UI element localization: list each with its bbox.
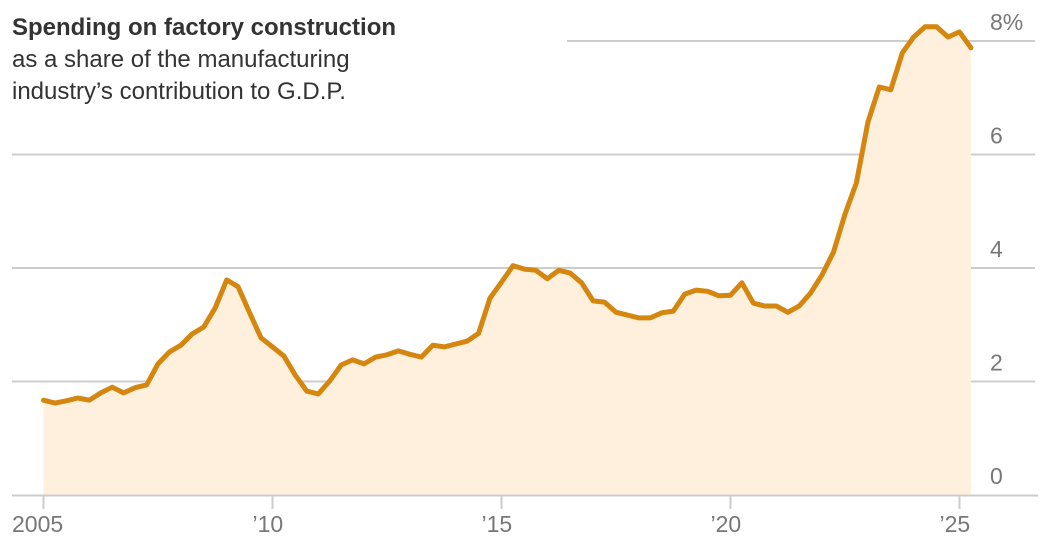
x-tick-label: ’10 (253, 511, 284, 537)
chart-header: Spending on factory construction as a sh… (12, 12, 396, 108)
y-tick-label: 0 (990, 463, 1003, 489)
chart-subtitle-line-2: industry’s contribution to G.D.P. (12, 78, 346, 105)
x-tick-label: 2005 (12, 511, 63, 537)
x-axis: 2005 ’10 ’15 ’20 ’25 (12, 496, 970, 537)
area-fill (43, 26, 971, 496)
chart-subtitle-line-1: as a share of the manufacturing (12, 46, 350, 73)
chart-title: Spending on factory construction (12, 14, 397, 41)
x-tick-label: ’25 (940, 511, 971, 537)
series-line (41, 24, 974, 406)
y-tick-label: 2 (990, 350, 1003, 376)
x-tick-label: ’20 (711, 511, 742, 537)
y-tick-label: 8% (990, 9, 1023, 35)
y-tick-label: 4 (990, 236, 1003, 262)
y-tick-label: 6 (990, 123, 1003, 149)
x-tick-label: ’15 (482, 511, 513, 537)
y-axis: 0 2 4 6 8% (990, 9, 1023, 489)
